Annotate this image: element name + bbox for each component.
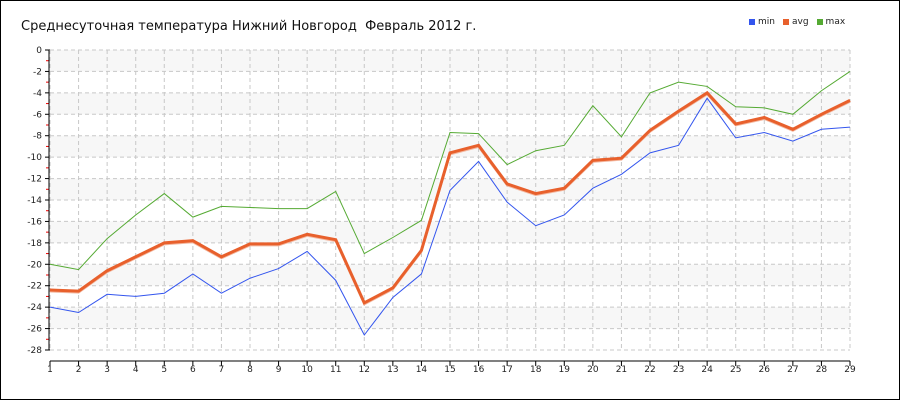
y-tick-label: -8 [33, 132, 42, 142]
x-tick-label: 26 [759, 365, 771, 375]
x-tick-label: 3 [104, 365, 110, 375]
x-tick-label: 5 [161, 365, 167, 375]
y-tick-label: -2 [33, 67, 42, 77]
y-tick-label: -22 [27, 282, 42, 292]
x-tick-label: 13 [387, 365, 398, 375]
x-tick-label: 16 [473, 365, 485, 375]
legend-swatch-avg [782, 19, 789, 25]
x-tick-label: 25 [730, 365, 741, 375]
x-tick-label: 24 [701, 365, 713, 375]
y-tick-label: -14 [27, 196, 42, 206]
legend-label-min: min [758, 17, 775, 27]
x-tick-label: 23 [673, 365, 684, 375]
legend-item-avg: avg [782, 17, 809, 27]
y-tick-label: -6 [33, 110, 42, 120]
legend-swatch-max [816, 19, 823, 25]
grid-band [50, 92, 850, 115]
legend-label-avg: avg [791, 17, 809, 27]
x-tick-label: 22 [644, 365, 655, 375]
x-tick-label: 21 [616, 365, 627, 375]
x-tick-label: 17 [501, 365, 512, 375]
y-tick-label: -26 [27, 325, 42, 335]
y-tick-label: -28 [27, 346, 42, 356]
x-tick-label: 20 [587, 365, 599, 375]
x-tick-label: 7 [219, 365, 225, 375]
y-tick-label: -4 [33, 89, 42, 99]
y-tick-label: -12 [27, 175, 42, 185]
legend: min avg max [749, 17, 845, 27]
x-tick-label: 12 [359, 365, 370, 375]
legend-label-max: max [825, 17, 846, 27]
x-tick-label: 1 [47, 365, 53, 375]
x-tick-label: 4 [133, 365, 139, 375]
y-tick-label: -24 [27, 303, 42, 313]
x-tick-label: 29 [844, 365, 856, 375]
y-tick-label: -16 [27, 217, 42, 227]
x-tick-label: 18 [530, 365, 542, 375]
x-tick-label: 28 [816, 365, 828, 375]
legend-item-min: min [749, 17, 775, 27]
y-tick-label: -20 [27, 260, 42, 270]
grid-band [50, 178, 850, 200]
x-tick-label: 6 [190, 365, 196, 375]
y-tick-label: -10 [27, 153, 42, 163]
legend-item-max: max [816, 17, 846, 27]
y-tick-label: -18 [27, 239, 42, 249]
x-tick-label: 8 [247, 365, 253, 375]
legend-swatch-min [749, 19, 755, 25]
x-tick-label: 14 [416, 365, 428, 375]
y-tick-label: 0 [36, 46, 42, 56]
x-tick-label: 15 [444, 365, 455, 375]
chart-title: Среднесуточная температура Нижний Новгор… [21, 19, 477, 34]
x-tick-label: 11 [330, 365, 341, 375]
x-tick-label: 10 [301, 365, 313, 375]
x-tick-label: 9 [276, 365, 282, 375]
x-tick-label: 27 [787, 365, 798, 375]
x-tick-label: 19 [559, 365, 571, 375]
x-tick-label: 2 [76, 365, 82, 375]
